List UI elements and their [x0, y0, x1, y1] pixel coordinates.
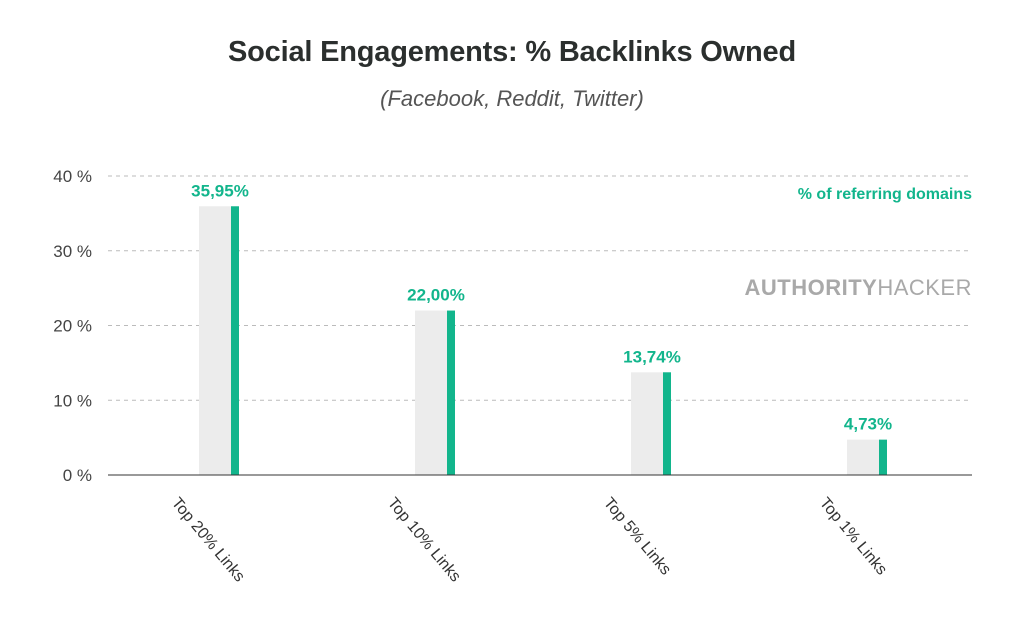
- logo-text-regular: HACKER: [877, 275, 972, 300]
- x-tick-label: Top 5% Links: [600, 495, 674, 579]
- x-tick-label: Top 20% Links: [168, 495, 248, 586]
- chart-subtitle: (Facebook, Reddit, Twitter): [380, 86, 644, 111]
- data-label: 4,73%: [844, 415, 892, 434]
- bars: [199, 206, 887, 475]
- bar: [447, 310, 455, 475]
- bar-background: [847, 439, 881, 475]
- bar: [231, 206, 239, 475]
- grid-lines: [108, 175, 972, 401]
- y-tick-label: 40 %: [53, 167, 92, 186]
- x-axis-ticks: Top 20% Links Top 10% Links Top 5% Links To…: [168, 495, 890, 586]
- data-labels: 35,95% 22,00% 13,74% 4,73%: [191, 181, 892, 433]
- logo-text-bold: AUTHORITY: [744, 275, 877, 300]
- y-tick-label: 30 %: [53, 242, 92, 261]
- data-label: 13,74%: [623, 347, 681, 366]
- x-tick-label: Top 10% Links: [384, 495, 464, 586]
- y-tick-label: 10 %: [53, 391, 92, 410]
- bar-background: [631, 372, 665, 475]
- legend-label: % of referring domains: [798, 186, 972, 203]
- chart-title: Social Engagements: % Backlinks Owned: [228, 36, 796, 68]
- data-label: 35,95%: [191, 181, 249, 200]
- data-label: 22,00%: [407, 286, 465, 305]
- authority-hacker-logo: AUTHORITYHACKER: [744, 275, 972, 300]
- y-tick-label: 0 %: [63, 466, 92, 485]
- y-axis-ticks: 0 % 10 % 20 % 30 % 40 %: [53, 167, 92, 485]
- bar: [663, 372, 671, 475]
- bar: [879, 439, 887, 475]
- y-tick-label: 20 %: [53, 317, 92, 336]
- bar-background: [415, 310, 449, 475]
- bar-background: [199, 206, 233, 475]
- x-tick-label: Top 1% Links: [816, 495, 890, 579]
